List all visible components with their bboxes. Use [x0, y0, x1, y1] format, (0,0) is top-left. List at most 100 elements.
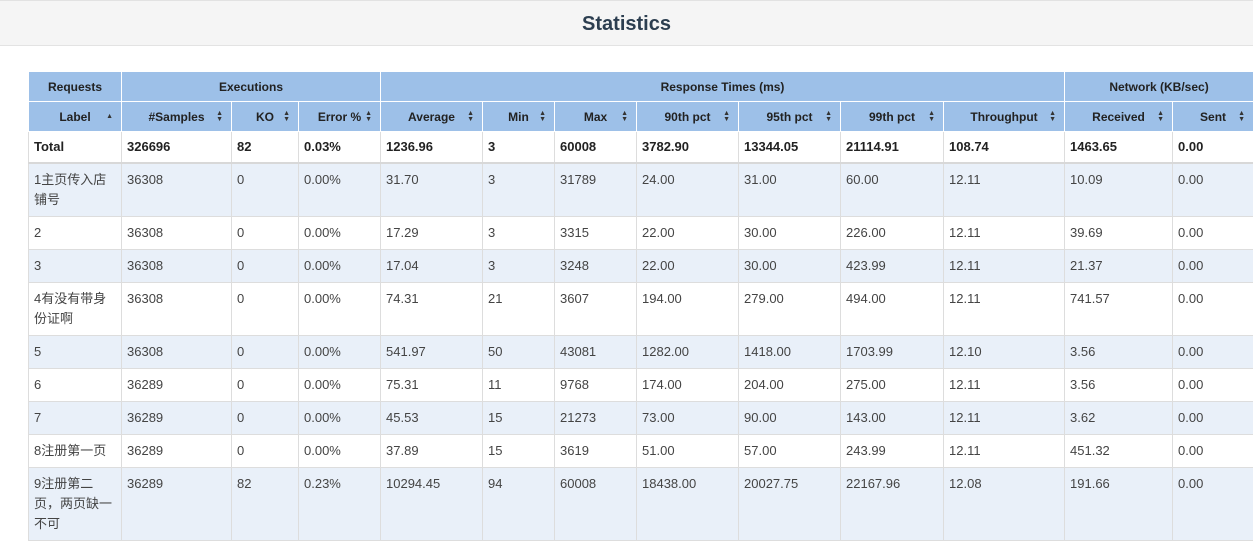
cell-samples: 36289: [122, 402, 232, 435]
cell-error-pct: 0.00%: [299, 217, 381, 250]
column-header-samples[interactable]: #Samples▲▼: [122, 102, 232, 132]
cell-min: 94: [483, 468, 555, 541]
column-header-label: Min: [508, 110, 529, 124]
cell-average: 17.29: [381, 217, 483, 250]
cell-throughput: 12.11: [944, 435, 1065, 468]
sort-icon: ▲▼: [825, 111, 832, 123]
column-header-label: Sent: [1200, 110, 1226, 124]
cell-average: 541.97: [381, 336, 483, 369]
cell-ko: 0: [232, 283, 299, 336]
column-header-label: KO: [256, 110, 274, 124]
cell-pct95: 13344.05: [739, 132, 841, 164]
cell-throughput: 12.11: [944, 217, 1065, 250]
cell-ko: 0: [232, 369, 299, 402]
cell-label: 1主页传入店铺号: [29, 163, 122, 217]
statistics-table: Requests Executions Response Times (ms) …: [28, 71, 1253, 541]
cell-max: 60008: [555, 132, 637, 164]
column-header-label: 99th pct: [869, 110, 915, 124]
cell-label: 9注册第二页，两页缺一不可: [29, 468, 122, 541]
column-header-received[interactable]: Received▲▼: [1065, 102, 1173, 132]
cell-label: 3: [29, 250, 122, 283]
column-header-label: Error %: [318, 110, 361, 124]
column-header-pct90[interactable]: 90th pct▲▼: [637, 102, 739, 132]
cell-pct90: 22.00: [637, 250, 739, 283]
sort-icon: ▲▼: [723, 111, 730, 123]
cell-throughput: 12.11: [944, 402, 1065, 435]
cell-samples: 36289: [122, 468, 232, 541]
cell-pct90: 22.00: [637, 217, 739, 250]
cell-sent: 0.00: [1173, 163, 1253, 217]
cell-sent: 0.00: [1173, 336, 1253, 369]
cell-error-pct: 0.00%: [299, 402, 381, 435]
cell-max: 3248: [555, 250, 637, 283]
cell-max: 3607: [555, 283, 637, 336]
column-header-max[interactable]: Max▲▼: [555, 102, 637, 132]
column-header-pct95[interactable]: 95th pct▲▼: [739, 102, 841, 132]
cell-pct99: 494.00: [841, 283, 944, 336]
cell-received: 21.37: [1065, 250, 1173, 283]
column-header-ko[interactable]: KO ▲▼: [232, 102, 299, 132]
cell-min: 15: [483, 402, 555, 435]
cell-sent: 0.00: [1173, 283, 1253, 336]
cell-min: 15: [483, 435, 555, 468]
cell-error-pct: 0.00%: [299, 336, 381, 369]
column-header-pct99[interactable]: 99th pct▲▼: [841, 102, 944, 132]
sort-icon: ▲▼: [216, 111, 223, 123]
cell-average: 10294.45: [381, 468, 483, 541]
sort-icon: ▲▼: [365, 111, 372, 123]
cell-sent: 0.00: [1173, 468, 1253, 541]
cell-pct99: 275.00: [841, 369, 944, 402]
cell-samples: 36308: [122, 250, 232, 283]
cell-sent: 0.00: [1173, 250, 1253, 283]
cell-pct95: 279.00: [739, 283, 841, 336]
cell-error-pct: 0.00%: [299, 250, 381, 283]
sort-icon: ▲▼: [1049, 111, 1056, 123]
cell-average: 75.31: [381, 369, 483, 402]
cell-pct99: 1703.99: [841, 336, 944, 369]
cell-label: 2: [29, 217, 122, 250]
cell-min: 3: [483, 163, 555, 217]
sort-icon: ▲▼: [1157, 111, 1164, 123]
cell-pct90: 194.00: [637, 283, 739, 336]
cell-throughput: 108.74: [944, 132, 1065, 164]
sort-icon: ▲▼: [621, 111, 628, 123]
column-header-throughput[interactable]: Throughput ▲▼: [944, 102, 1065, 132]
cell-error-pct: 0.00%: [299, 283, 381, 336]
sort-icon: ▲▼: [283, 111, 290, 123]
cell-ko: 0: [232, 336, 299, 369]
cell-throughput: 12.11: [944, 250, 1065, 283]
cell-ko: 0: [232, 435, 299, 468]
cell-throughput: 12.10: [944, 336, 1065, 369]
cell-received: 39.69: [1065, 217, 1173, 250]
cell-label: 7: [29, 402, 122, 435]
column-header-label[interactable]: Label▲: [29, 102, 122, 132]
cell-samples: 36289: [122, 435, 232, 468]
column-header-min[interactable]: Min▲▼: [483, 102, 555, 132]
cell-average: 74.31: [381, 283, 483, 336]
page-title: Statistics: [0, 1, 1253, 47]
column-header-sent[interactable]: Sent ▲▼: [1173, 102, 1253, 132]
cell-average: 37.89: [381, 435, 483, 468]
cell-min: 11: [483, 369, 555, 402]
sort-icon: ▲▼: [1238, 111, 1245, 123]
cell-min: 50: [483, 336, 555, 369]
column-header-average[interactable]: Average▲▼: [381, 102, 483, 132]
cell-samples: 36308: [122, 283, 232, 336]
cell-pct90: 1282.00: [637, 336, 739, 369]
column-header-error-pct[interactable]: Error % ▲▼: [299, 102, 381, 132]
cell-pct95: 90.00: [739, 402, 841, 435]
cell-pct95: 204.00: [739, 369, 841, 402]
group-header-response-times: Response Times (ms): [381, 72, 1065, 102]
cell-samples: 36289: [122, 369, 232, 402]
cell-throughput: 12.11: [944, 283, 1065, 336]
cell-average: 31.70: [381, 163, 483, 217]
cell-throughput: 12.11: [944, 163, 1065, 217]
cell-average: 1236.96: [381, 132, 483, 164]
cell-pct95: 30.00: [739, 250, 841, 283]
column-header-label: Throughput: [970, 110, 1037, 124]
